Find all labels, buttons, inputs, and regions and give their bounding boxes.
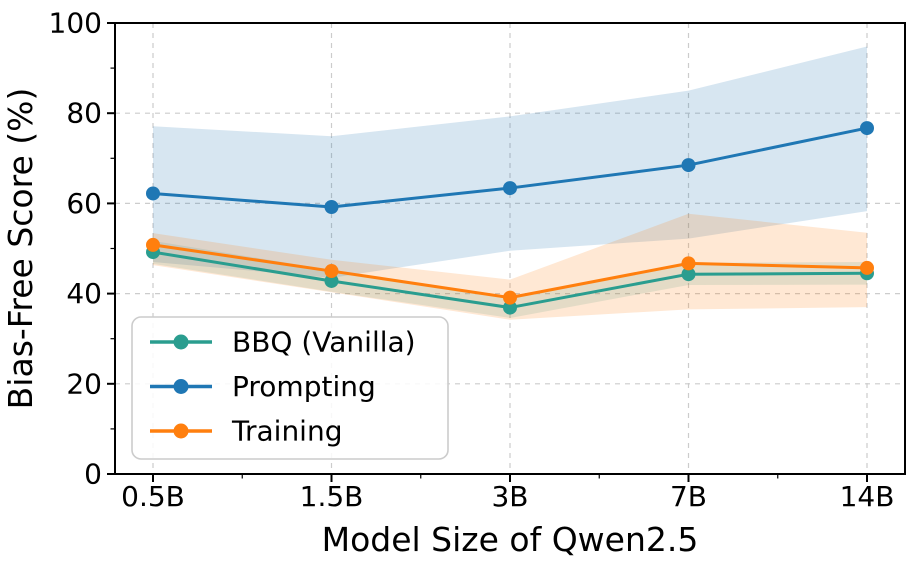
y-tick-label: 40 (66, 277, 102, 310)
y-axis-label: Bias-Free Score (%) (1, 88, 40, 410)
y-tick-label: 60 (66, 187, 102, 220)
series-marker (681, 267, 696, 282)
legend-sample-marker (173, 379, 189, 394)
confidence-band (153, 46, 867, 278)
y-tick-label: 0 (84, 458, 102, 491)
series-marker (324, 273, 339, 288)
x-tick-label: 0.5B (121, 480, 185, 513)
series-marker (146, 186, 160, 201)
series-marker (146, 237, 160, 252)
legend-entry-label: Prompting (232, 370, 376, 403)
series-marker (503, 300, 517, 315)
series-marker (860, 260, 874, 275)
x-tick-label: 1.5B (300, 480, 364, 513)
y-tick-label: 80 (66, 97, 102, 130)
series-marker (681, 158, 696, 173)
x-tick-label: 14B (840, 480, 895, 513)
x-tick-label: 7B (670, 480, 707, 513)
series-marker (503, 181, 517, 196)
series-marker (324, 264, 339, 279)
series-marker (324, 200, 339, 215)
legend-entry-label: Training (231, 415, 342, 448)
y-tick-label: 20 (66, 367, 102, 400)
legend-sample-marker (173, 423, 189, 439)
x-axis-label: Model Size of Qwen2.5 (322, 520, 699, 559)
series-marker (681, 256, 696, 271)
series-marker (860, 121, 874, 136)
legend-sample-marker (173, 334, 189, 350)
legend-entry-label: BBQ (Vanilla) (232, 326, 416, 359)
legend-box (131, 316, 449, 460)
series-marker (503, 290, 517, 305)
confidence-band (153, 213, 867, 320)
y-tick-label: 100 (49, 7, 102, 40)
x-tick-label: 3B (491, 480, 528, 513)
